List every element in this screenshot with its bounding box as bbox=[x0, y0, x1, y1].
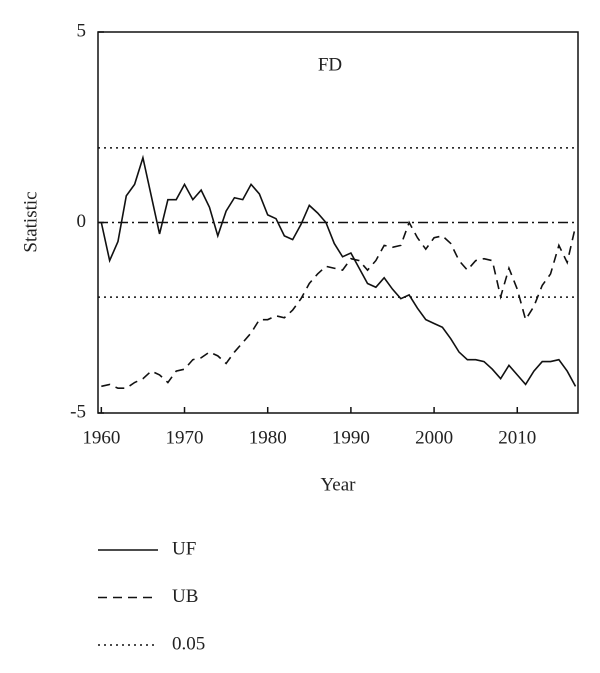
x-tick-label: 1970 bbox=[166, 427, 204, 448]
legend-label: UF bbox=[172, 538, 196, 559]
legend-label: 0.05 bbox=[172, 633, 205, 654]
x-tick-label: 1960 bbox=[82, 427, 120, 448]
y-tick-label: 5 bbox=[77, 20, 87, 41]
y-axis-label: Statistic bbox=[20, 191, 41, 252]
series-line bbox=[100, 154, 577, 387]
x-tick-label: 2010 bbox=[498, 427, 536, 448]
legend-label: UB bbox=[172, 586, 198, 607]
y-tick-label: 0 bbox=[77, 211, 87, 232]
y-tick-label: -5 bbox=[70, 401, 86, 422]
x-tick-label: 1980 bbox=[249, 427, 287, 448]
annotation: FD bbox=[318, 54, 342, 75]
x-axis-label: Year bbox=[320, 474, 356, 495]
x-tick-label: 2000 bbox=[415, 427, 453, 448]
x-tick-label: 1990 bbox=[332, 427, 370, 448]
series-line bbox=[101, 220, 577, 390]
